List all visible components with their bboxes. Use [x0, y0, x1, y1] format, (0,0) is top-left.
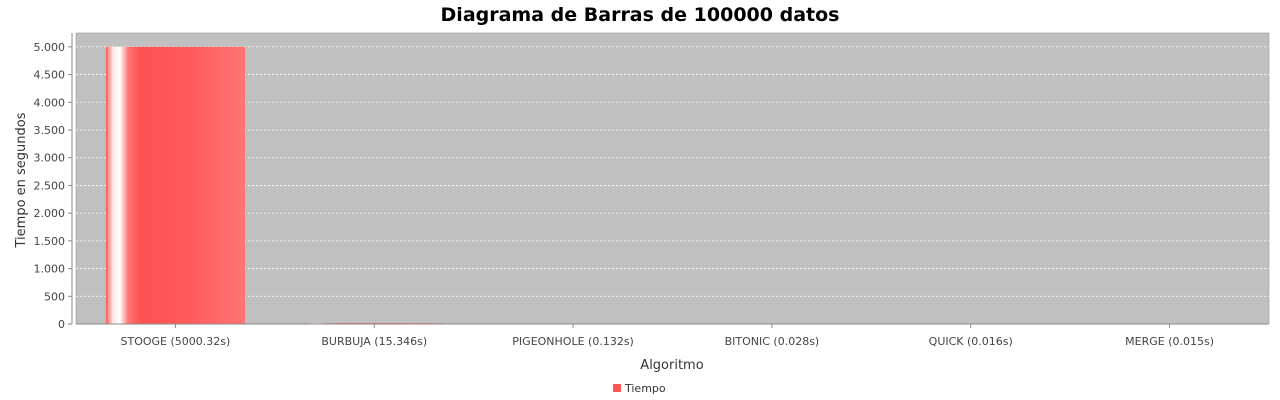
y-tick-label: 3.500 — [34, 124, 66, 137]
y-tick-label: 4.500 — [34, 69, 66, 82]
chart-title: Diagrama de Barras de 100000 datos — [441, 4, 840, 26]
y-tick-label: 1.000 — [34, 263, 66, 276]
y-ticks: 0 500 1.000 1.500 2.000 2.500 3.000 3.500 4.000 4… — [34, 41, 72, 331]
y-tick-label: 500 — [44, 290, 65, 303]
x-tick-label: BURBUJA (15.346s) — [321, 335, 427, 348]
x-tick-label: PIGEONHOLE (0.132s) — [512, 335, 634, 348]
y-tick-label: 2.500 — [34, 179, 66, 192]
x-tick-label: BITONIC (0.028s) — [725, 335, 820, 348]
y-tick-label: 4.000 — [34, 96, 66, 109]
y-tick-label: 2.000 — [34, 207, 66, 220]
bars — [105, 46, 1240, 325]
plot-area — [75, 32, 1270, 325]
y-tick-label: 1.500 — [34, 235, 66, 248]
gridlines — [76, 46, 1269, 297]
legend: Tiempo — [613, 382, 666, 395]
bar — [105, 46, 246, 324]
legend-swatch — [613, 384, 621, 392]
x-ticks: STOOGE (5000.32s) BURBUJA (15.346s) PIGEON… — [121, 324, 1214, 348]
y-tick-label: 3.000 — [34, 152, 66, 165]
y-tick-label: 5.000 — [34, 41, 66, 54]
x-tick-label: MERGE (0.015s) — [1125, 335, 1214, 348]
x-axis-label: Algoritmo — [640, 358, 703, 373]
y-axis-label: Tiempo en segundos — [14, 112, 29, 248]
x-tick-label: STOOGE (5000.32s) — [121, 335, 231, 348]
x-tick-label: QUICK (0.016s) — [929, 335, 1013, 348]
y-tick-label: 0 — [58, 318, 65, 331]
legend-label: Tiempo — [624, 382, 666, 395]
